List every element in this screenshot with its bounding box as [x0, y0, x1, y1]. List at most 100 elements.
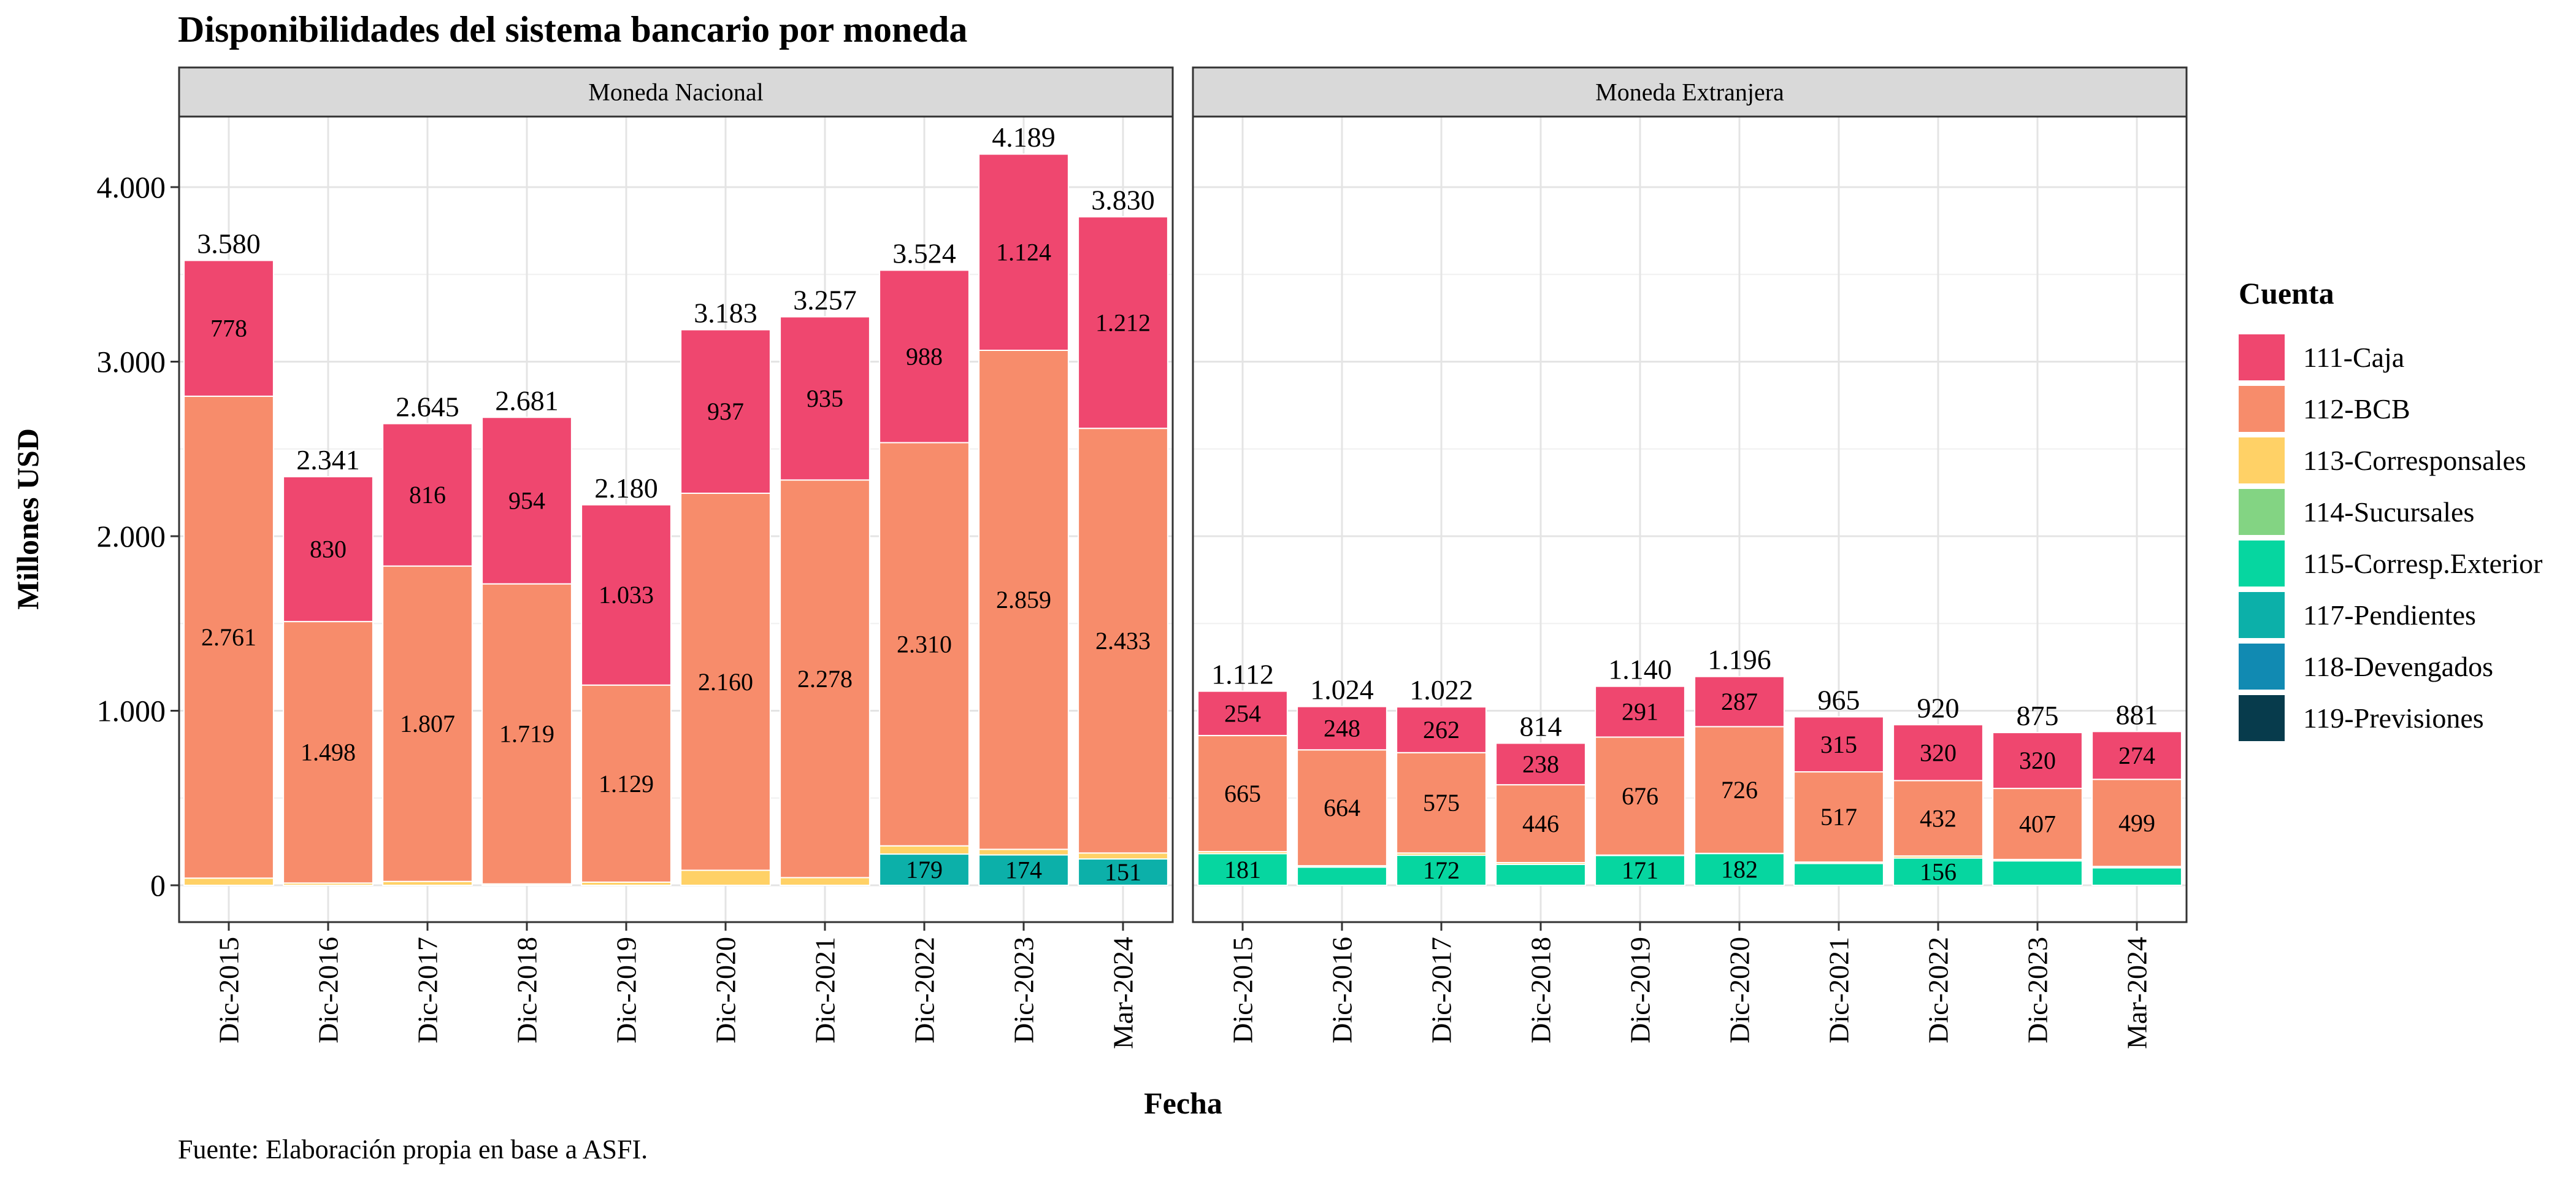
panel-2-bar-segment — [1197, 734, 1288, 853]
panel-2-segment-label: 254 — [1224, 699, 1261, 727]
panel-2-bar-segment — [1992, 788, 2083, 860]
panel-1-total-label: 3.257 — [793, 284, 857, 315]
panel-2-x-tick-label: Dic-2021 — [1823, 937, 1855, 1044]
panel-1-segment-label: 2.310 — [897, 631, 952, 658]
panel-2-segment-label: 315 — [1820, 731, 1857, 758]
panel-2-segment-label: 517 — [1820, 803, 1857, 831]
panel-2-segment-label: 499 — [2118, 809, 2155, 837]
panel-2-bar-segment — [2091, 779, 2182, 867]
panel-2-bar-segment — [1396, 752, 1487, 854]
panel-1-segment-label: 1.498 — [301, 739, 356, 766]
panel-2-x-tick-label: Dic-2018 — [1525, 937, 1557, 1044]
panel-1-bar-segment — [481, 417, 572, 585]
panel-2-bar-segment — [1992, 860, 2083, 887]
legend-key — [2239, 540, 2285, 587]
panel-2-segment-label: 274 — [2118, 742, 2155, 769]
panel-1-bar-segment — [680, 493, 771, 871]
panel-2-segment-label: 262 — [1423, 716, 1460, 744]
panel-2-bar-segment — [1495, 784, 1586, 864]
panel-2-bar-segment — [1495, 742, 1586, 786]
y-tick-label: 1.000 — [97, 694, 166, 728]
panel-2-x-tick-label: Mar-2024 — [2122, 937, 2153, 1049]
panel-2-x-tick-label: Dic-2019 — [1625, 937, 1656, 1044]
panel-2-bar-segment — [1893, 780, 1984, 857]
panel-2-bar-segment — [1495, 863, 1586, 886]
legend-key — [2239, 489, 2285, 535]
panel-2-segment-label: 676 — [1622, 782, 1658, 810]
panel-1-segment-label: 151 — [1105, 858, 1141, 886]
panel-2-bar-segment — [1793, 863, 1884, 886]
panel-2-segment-label: 407 — [2019, 810, 2056, 837]
panel-2-segment-label: 320 — [1920, 739, 1957, 766]
panel-2-segment-label: 446 — [1522, 810, 1559, 837]
panel-1-segment-label: 935 — [807, 385, 843, 412]
panel-1-bar-segment — [879, 442, 970, 847]
legend-label: 118-Devengados — [2303, 651, 2493, 682]
y-tick-label: 0 — [150, 868, 166, 902]
panel-1-x-tick-label: Dic-2021 — [810, 937, 841, 1044]
panel-1-bar-segment — [680, 329, 771, 494]
panel-1-segment-label: 1.129 — [599, 770, 654, 798]
panel-1-bar-segment — [581, 504, 672, 686]
panel-2-x-tick-label: Dic-2015 — [1227, 937, 1259, 1044]
panel-1-x-tick-label: Dic-2022 — [909, 937, 940, 1044]
panel-1-x-tick-label: Dic-2017 — [412, 937, 443, 1044]
panel-2-bar-segment — [1297, 706, 1387, 751]
panel-1-x-tick-label: Mar-2024 — [1108, 937, 1139, 1049]
panel-1-bar-segment — [879, 845, 970, 855]
y-tick-label: 2.000 — [97, 519, 166, 553]
y-tick-label: 3.000 — [97, 345, 166, 379]
chart-title: Disponibilidades del sistema bancario po… — [178, 9, 968, 50]
y-tick-label: 4.000 — [97, 170, 166, 204]
panel-2-segment-label: 172 — [1423, 856, 1460, 884]
panel-2-strip — [1192, 66, 2188, 118]
panel-2-segment-label: 291 — [1622, 698, 1658, 726]
panel-1-total-label: 2.341 — [296, 444, 360, 475]
x-axis-title: Fecha — [1144, 1086, 1222, 1120]
panel-1-segment-label: 174 — [1005, 856, 1042, 884]
legend-key — [2239, 334, 2285, 380]
panel-1-total-label: 2.645 — [396, 391, 459, 422]
legend-label: 119-Previsiones — [2303, 702, 2484, 734]
legend-key — [2239, 644, 2285, 690]
panel-1-bar-segment — [978, 350, 1069, 850]
panel-1-segment-label: 1.033 — [599, 581, 654, 609]
panel-1-total-label: 3.830 — [1091, 184, 1155, 215]
panel-1-segment-label: 2.433 — [1095, 627, 1151, 655]
panel-1-x-tick-label: Dic-2019 — [611, 937, 642, 1044]
panel-2-bar-segment — [1694, 853, 1785, 886]
panel-2-bar-segment — [1893, 857, 1984, 887]
panel-1-segment-label: 1.807 — [400, 710, 455, 737]
panel-2-x-tick-label: Dic-2023 — [2022, 937, 2053, 1044]
panel-1-bar-segment — [1078, 216, 1168, 429]
panel-1-bar-segment — [978, 848, 1069, 856]
legend-key — [2239, 437, 2285, 483]
panel-1-strip — [178, 66, 1174, 118]
panel-2-bar-segment — [1197, 690, 1288, 736]
panel-1-segment-label: 1.124 — [996, 239, 1051, 266]
panel-2-segment-label: 320 — [2019, 747, 2056, 774]
panel-2-bar-segment — [1595, 685, 1685, 738]
legend-key — [2239, 695, 2285, 741]
legend-label: 115-Corresp.Exterior — [2303, 548, 2542, 579]
panel-2-segment-label: 182 — [1721, 856, 1758, 883]
legend-label: 114-Sucursales — [2303, 496, 2474, 528]
panel-1-total-label: 2.681 — [495, 385, 559, 416]
panel-1-total-label: 4.189 — [992, 121, 1056, 153]
panel-2-segment-label: 432 — [1920, 804, 1957, 832]
panel-2-bar-segment — [1694, 675, 1785, 728]
panel-2-bar-segment — [1396, 706, 1487, 753]
panel-1-bar-segment — [183, 877, 274, 886]
legend-label: 117-Pendientes — [2303, 599, 2476, 631]
panel-2-strip-label: Moneda Extranjera — [1595, 79, 1784, 106]
panel-1-bar-segment — [978, 854, 1069, 886]
panel-1-x-tick-label: Dic-2015 — [213, 937, 245, 1044]
panel-2-total-label: 1.140 — [1608, 654, 1672, 685]
panel-1-segment-label: 954 — [508, 487, 545, 514]
panel-2-bar-segment — [1595, 736, 1685, 856]
legend-label: 112-BCB — [2303, 393, 2410, 425]
legend-key — [2239, 592, 2285, 638]
panel-2-total-label: 1.112 — [1211, 659, 1274, 690]
panel-2-segment-label: 726 — [1721, 776, 1758, 804]
panel-1-segment-label: 816 — [409, 481, 446, 509]
